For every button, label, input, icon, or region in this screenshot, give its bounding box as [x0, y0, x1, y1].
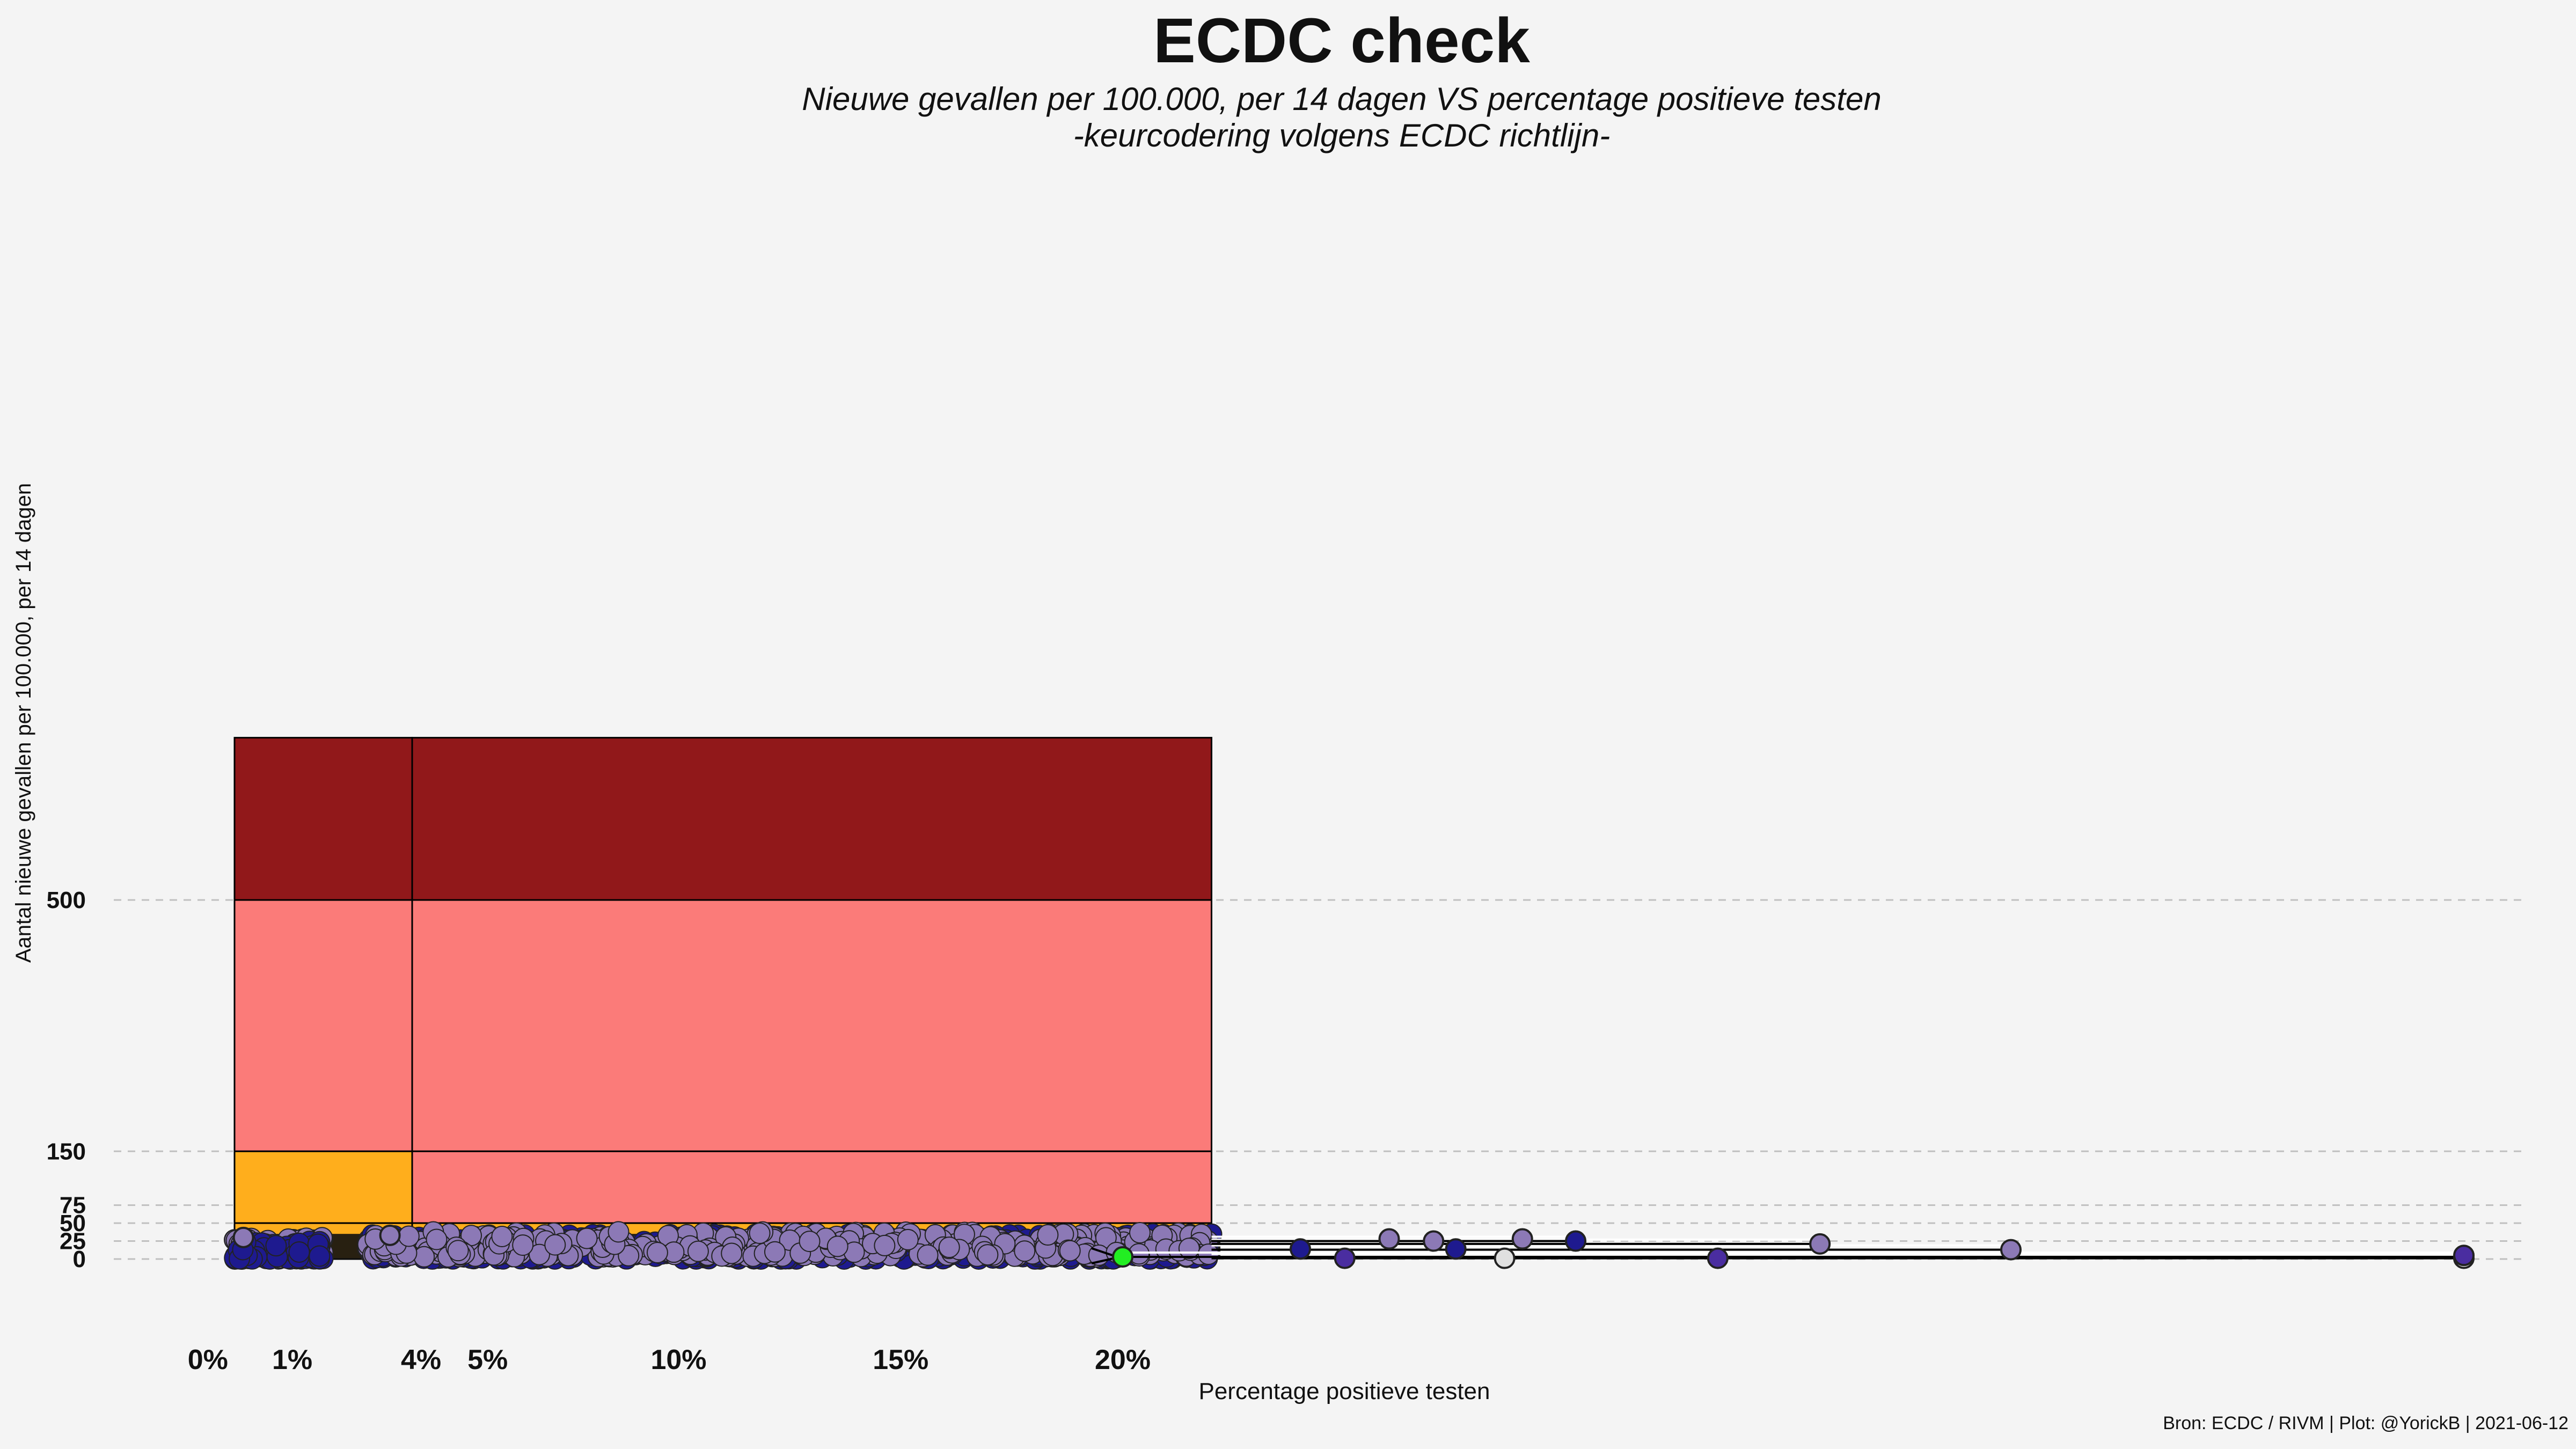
x-tick-label: 5%	[467, 1344, 508, 1375]
zone-rect-red	[233, 899, 413, 1152]
y-tick-label: 75	[60, 1192, 86, 1219]
data-point	[1112, 1246, 1133, 1268]
x-axis-label: Percentage positieve testen	[1198, 1378, 1490, 1404]
data-point	[1445, 1238, 1467, 1260]
x-tick-label: 1%	[272, 1344, 312, 1375]
data-point	[1707, 1247, 1729, 1269]
data-point	[232, 1226, 254, 1248]
scatter-point	[1178, 1238, 1200, 1260]
scatter-point	[874, 1234, 896, 1256]
scatter-point	[938, 1236, 960, 1258]
scatter-point	[491, 1226, 513, 1248]
scatter-point	[749, 1222, 771, 1244]
scatter-point	[265, 1235, 287, 1257]
data-point	[1290, 1238, 1311, 1260]
scatter-point	[288, 1241, 310, 1263]
scatter-point	[1014, 1240, 1036, 1262]
zone-rect-red	[411, 899, 1212, 1152]
scatter-point	[1129, 1222, 1151, 1244]
scatter-point	[646, 1242, 668, 1264]
scatter-point	[764, 1241, 786, 1263]
scatter-point	[447, 1240, 469, 1262]
scatter-point	[1059, 1240, 1081, 1262]
scatter-point	[426, 1228, 448, 1250]
source-caption: Bron: ECDC / RIVM | Plot: @YorickB | 202…	[2163, 1413, 2568, 1433]
scatter-point	[687, 1240, 709, 1262]
y-tick-label: 500	[47, 887, 86, 913]
scatter-point	[576, 1227, 598, 1249]
data-point	[2453, 1245, 2475, 1267]
x-tick-label: 15%	[873, 1344, 928, 1375]
x-tick-label: 0%	[188, 1344, 228, 1375]
scatter-point	[897, 1228, 919, 1250]
x-tick-label: 4%	[401, 1344, 441, 1375]
data-point	[1423, 1230, 1445, 1252]
zone-rect-dark_red	[411, 737, 1212, 901]
data-point	[2000, 1239, 2022, 1261]
zone-rect-dark_red	[233, 737, 413, 901]
scatter-point	[413, 1246, 435, 1268]
scatter-point	[529, 1243, 551, 1265]
y-tick-label: 150	[47, 1138, 86, 1165]
scatter-point	[1037, 1224, 1059, 1246]
scatter-point	[618, 1245, 640, 1267]
data-point	[1565, 1230, 1587, 1252]
scatter-point	[309, 1245, 331, 1267]
scatter-point	[721, 1242, 743, 1264]
scatter-point	[799, 1231, 821, 1253]
scatter-point	[544, 1234, 566, 1256]
scatter-cluster-group	[224, 1221, 1223, 1270]
chart-title: ECDC check	[1153, 5, 1530, 76]
zone-rect-orange	[233, 1150, 413, 1224]
data-point	[1494, 1247, 1516, 1269]
scatter-point	[398, 1225, 420, 1247]
chart-subtitle-line-2: -keurcodering volgens ECDC richtlijn-	[1073, 118, 1611, 153]
zone-rect-red	[411, 1150, 1212, 1224]
chart-subtitle-line-1: Nieuwe gevallen per 100.000, per 14 dage…	[802, 81, 1882, 117]
y-tick-label: 50	[60, 1210, 86, 1236]
y-axis-label: Aantal nieuwe gevallen per 100.000, per …	[12, 482, 35, 963]
scatter-point	[512, 1234, 534, 1256]
scatter-point	[608, 1221, 630, 1243]
data-point	[1334, 1247, 1356, 1269]
scatter-point	[977, 1244, 999, 1266]
scatter-point	[917, 1244, 939, 1266]
data-point	[1511, 1228, 1533, 1250]
y-tick-label: 25	[60, 1228, 86, 1255]
x-tick-label: 20%	[1095, 1344, 1151, 1375]
x-tick-label: 10%	[650, 1344, 706, 1375]
data-point	[379, 1224, 401, 1246]
data-point	[1378, 1228, 1400, 1250]
y-tick-label: 0	[73, 1246, 86, 1272]
data-point	[1809, 1233, 1831, 1255]
scatter-point	[826, 1235, 848, 1257]
